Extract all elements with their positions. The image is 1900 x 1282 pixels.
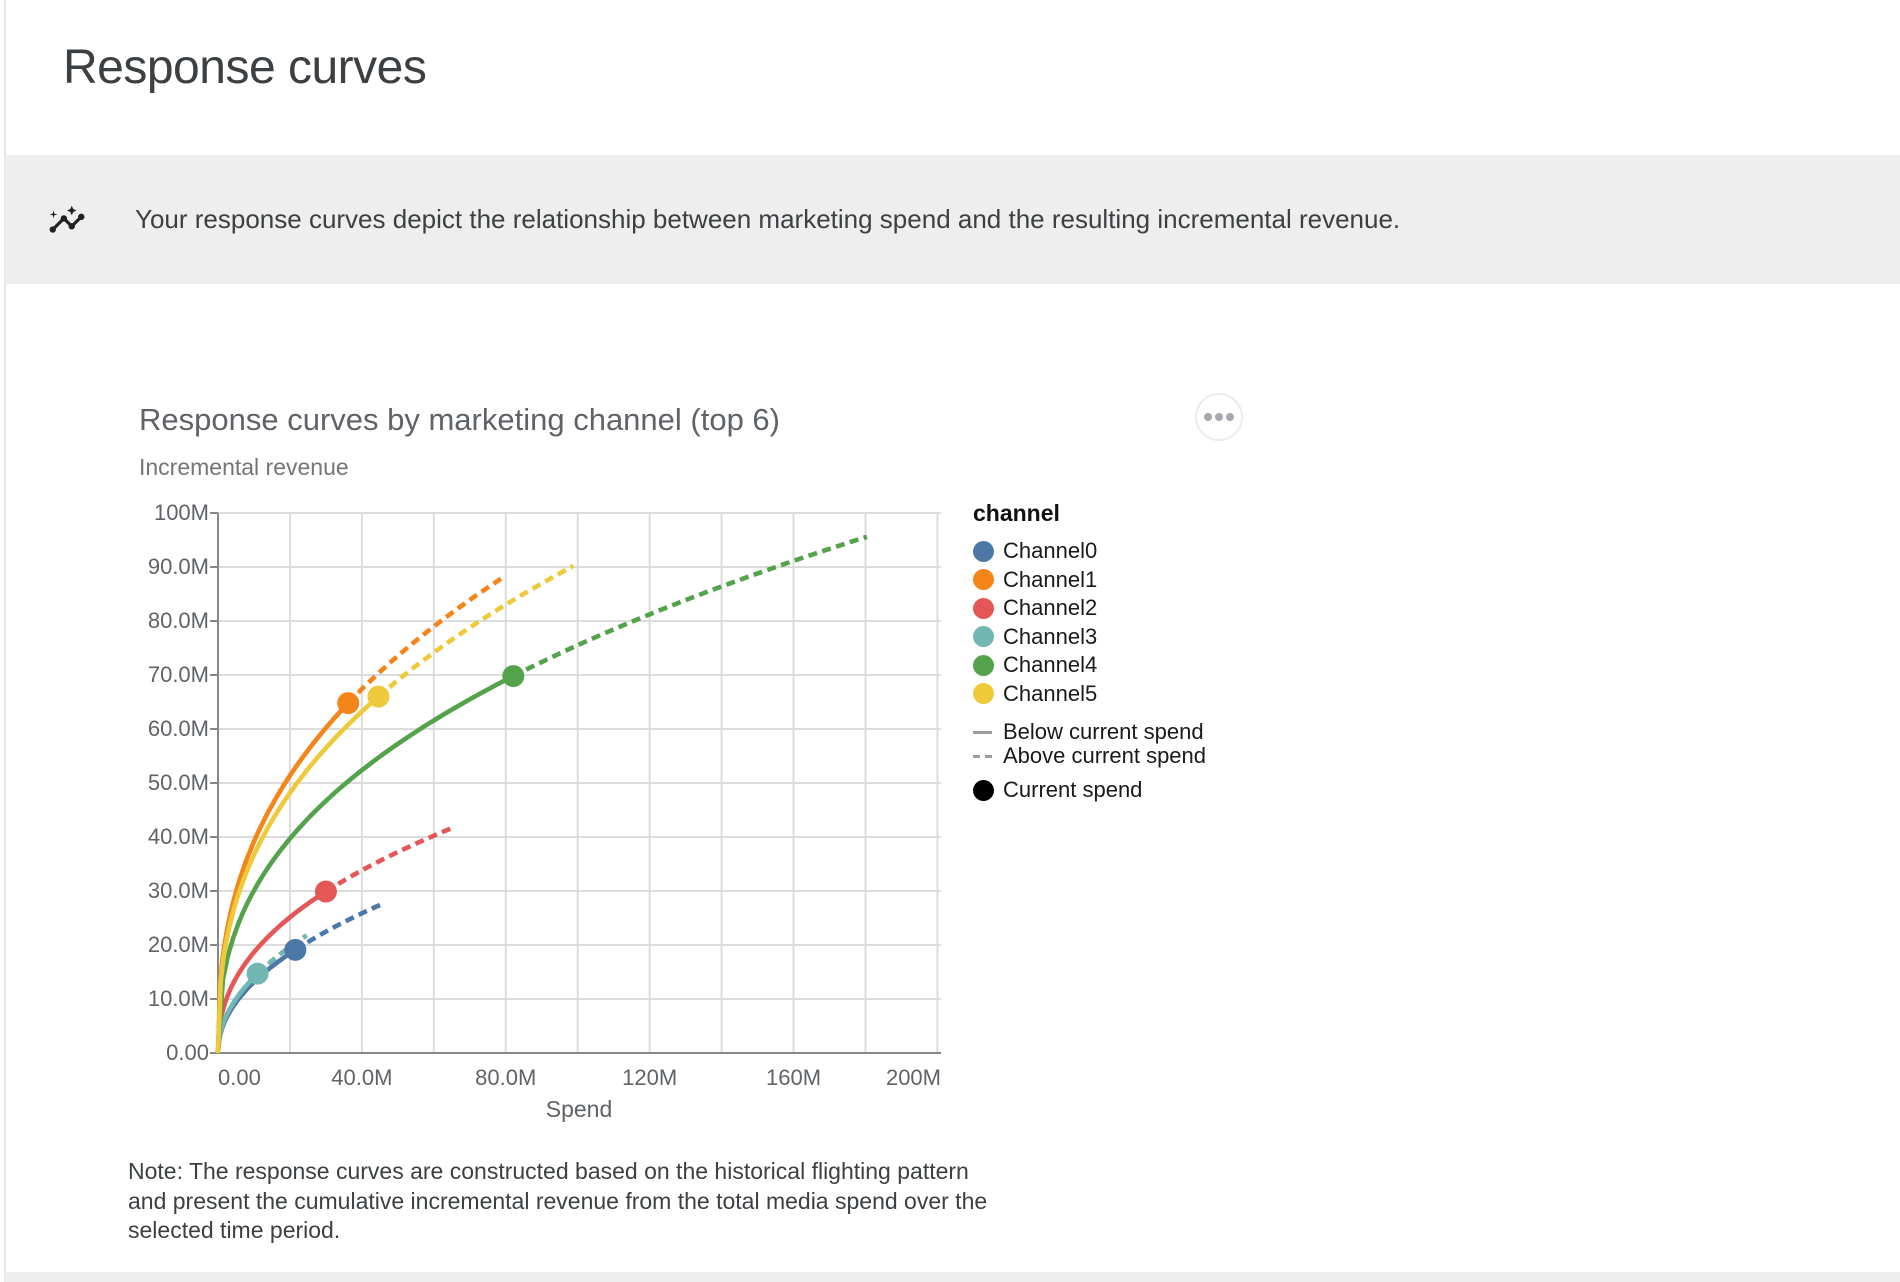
response-curve-solid-channel1: [215, 701, 350, 1054]
x-tick-label: 0.00: [218, 1065, 261, 1090]
y-tick-label: 100M: [153, 500, 209, 525]
legend-item-channel4: Channel4: [973, 651, 1293, 680]
response-curve-dashed-channel1: [346, 575, 505, 705]
response-curve-solid-channel2: [215, 889, 328, 1054]
legend-title: channel: [973, 500, 1060, 526]
legend-label: Above current spend: [1003, 743, 1207, 768]
response-curve-dashed-channel2: [324, 824, 456, 894]
response-curve-dashed-channel0: [294, 901, 385, 952]
channel-color-swatch-icon: [973, 597, 994, 619]
chart-options-button[interactable]: [1195, 393, 1243, 441]
solid-line-swatch-icon: [973, 730, 992, 734]
dashed-line-swatch-icon: [973, 754, 992, 758]
x-tick-label: 200M: [885, 1065, 941, 1090]
legend-item-channel2: Channel2: [973, 594, 1293, 623]
x-tick-label: 40.0M: [331, 1065, 393, 1090]
response-curve-dashed-channel4: [512, 534, 868, 679]
current-spend-point-channel4: [502, 665, 525, 688]
x-tick-label: 80.0M: [475, 1065, 537, 1090]
next-section-banner-edge: [5, 1272, 1900, 1282]
legend-item-channel0: Channel0: [973, 537, 1293, 566]
x-tick-label: 120M: [622, 1065, 678, 1090]
y-tick-label: 30.0M: [147, 878, 209, 903]
current-spend-point-channel2: [314, 880, 337, 903]
current-spend-dot-icon: [973, 779, 994, 801]
channel-color-swatch-icon: [973, 654, 994, 676]
current-spend-point-channel0: [284, 938, 307, 961]
y-tick-label: 10.0M: [147, 986, 209, 1011]
legend-label: Below current spend: [1003, 719, 1204, 744]
legend-label: Channel4: [1003, 652, 1098, 678]
footnote-line: Note: The response curves are constructe…: [128, 1158, 969, 1184]
y-axis-title: Incremental revenue: [139, 454, 349, 480]
legend-item-above-current-spend: Above current spend: [973, 743, 1293, 768]
page-title: Response curves: [63, 41, 427, 94]
response-curve-dashed-channel5: [376, 563, 575, 699]
response-curve-solid-channel4: [215, 674, 515, 1054]
legend-item-channel5: Channel5: [973, 680, 1293, 709]
legend-label: Channel2: [1003, 595, 1098, 621]
current-spend-point-channel1: [337, 692, 360, 715]
legend-channel-list: Channel0 Channel1 Channel2 Channel3 Channel4…: [973, 537, 1293, 708]
x-axis-title: Spend: [545, 1096, 613, 1122]
response-curve-dashed-channel3: [255, 933, 309, 976]
chart-title: Response curves by marketing channel (to…: [139, 402, 780, 437]
y-tick-label: 60.0M: [147, 716, 209, 741]
x-tick-label: 160M: [765, 1065, 822, 1090]
y-tick-label: 70.0M: [147, 662, 209, 687]
y-tick-label: 90.0M: [147, 554, 209, 579]
legend-label: Channel0: [1003, 538, 1098, 564]
legend-label: Channel1: [1003, 566, 1098, 592]
legend-item-channel3: Channel3: [973, 623, 1293, 652]
legend-label: Current spend: [1003, 777, 1143, 802]
legend-item-below-current-spend: Below current spend: [973, 719, 1293, 744]
channel-color-swatch-icon: [973, 569, 994, 591]
chart-legend: channel Channel0 Channel1 Channel2 Channel3…: [973, 500, 1293, 804]
channel-color-swatch-icon: [973, 540, 994, 562]
response-curve-solid-channel5: [215, 694, 380, 1054]
footnote-line: selected time period.: [128, 1217, 341, 1243]
channel-color-swatch-icon: [973, 683, 994, 705]
more-horizontal-icon: [1203, 413, 1236, 421]
y-tick-label: 50.0M: [147, 770, 209, 795]
current-spend-point-channel3: [246, 962, 269, 985]
y-tick-label: 80.0M: [147, 608, 209, 633]
left-pane-divider: [4, 0, 6, 1282]
chart-footnote: Note: The response curves are constructe…: [128, 1157, 987, 1246]
footnote-line: and present the cumulative incremental r…: [128, 1187, 988, 1214]
insights-icon: [49, 205, 85, 233]
legend-label: Channel5: [1003, 680, 1098, 706]
banner-text: Your response curves depict the relation…: [135, 204, 1401, 234]
y-tick-label: 20.0M: [147, 932, 209, 957]
y-tick-label: 40.0M: [147, 824, 209, 849]
current-spend-point-channel5: [367, 685, 390, 708]
channel-color-swatch-icon: [973, 626, 994, 648]
y-tick-label: 0.00: [166, 1040, 209, 1065]
insight-banner: Your response curves depict the relation…: [5, 155, 1900, 284]
legend-item-current-spend: Current spend: [973, 776, 1293, 804]
legend-label: Channel3: [1003, 623, 1098, 649]
legend-item-channel1: Channel1: [973, 566, 1293, 595]
